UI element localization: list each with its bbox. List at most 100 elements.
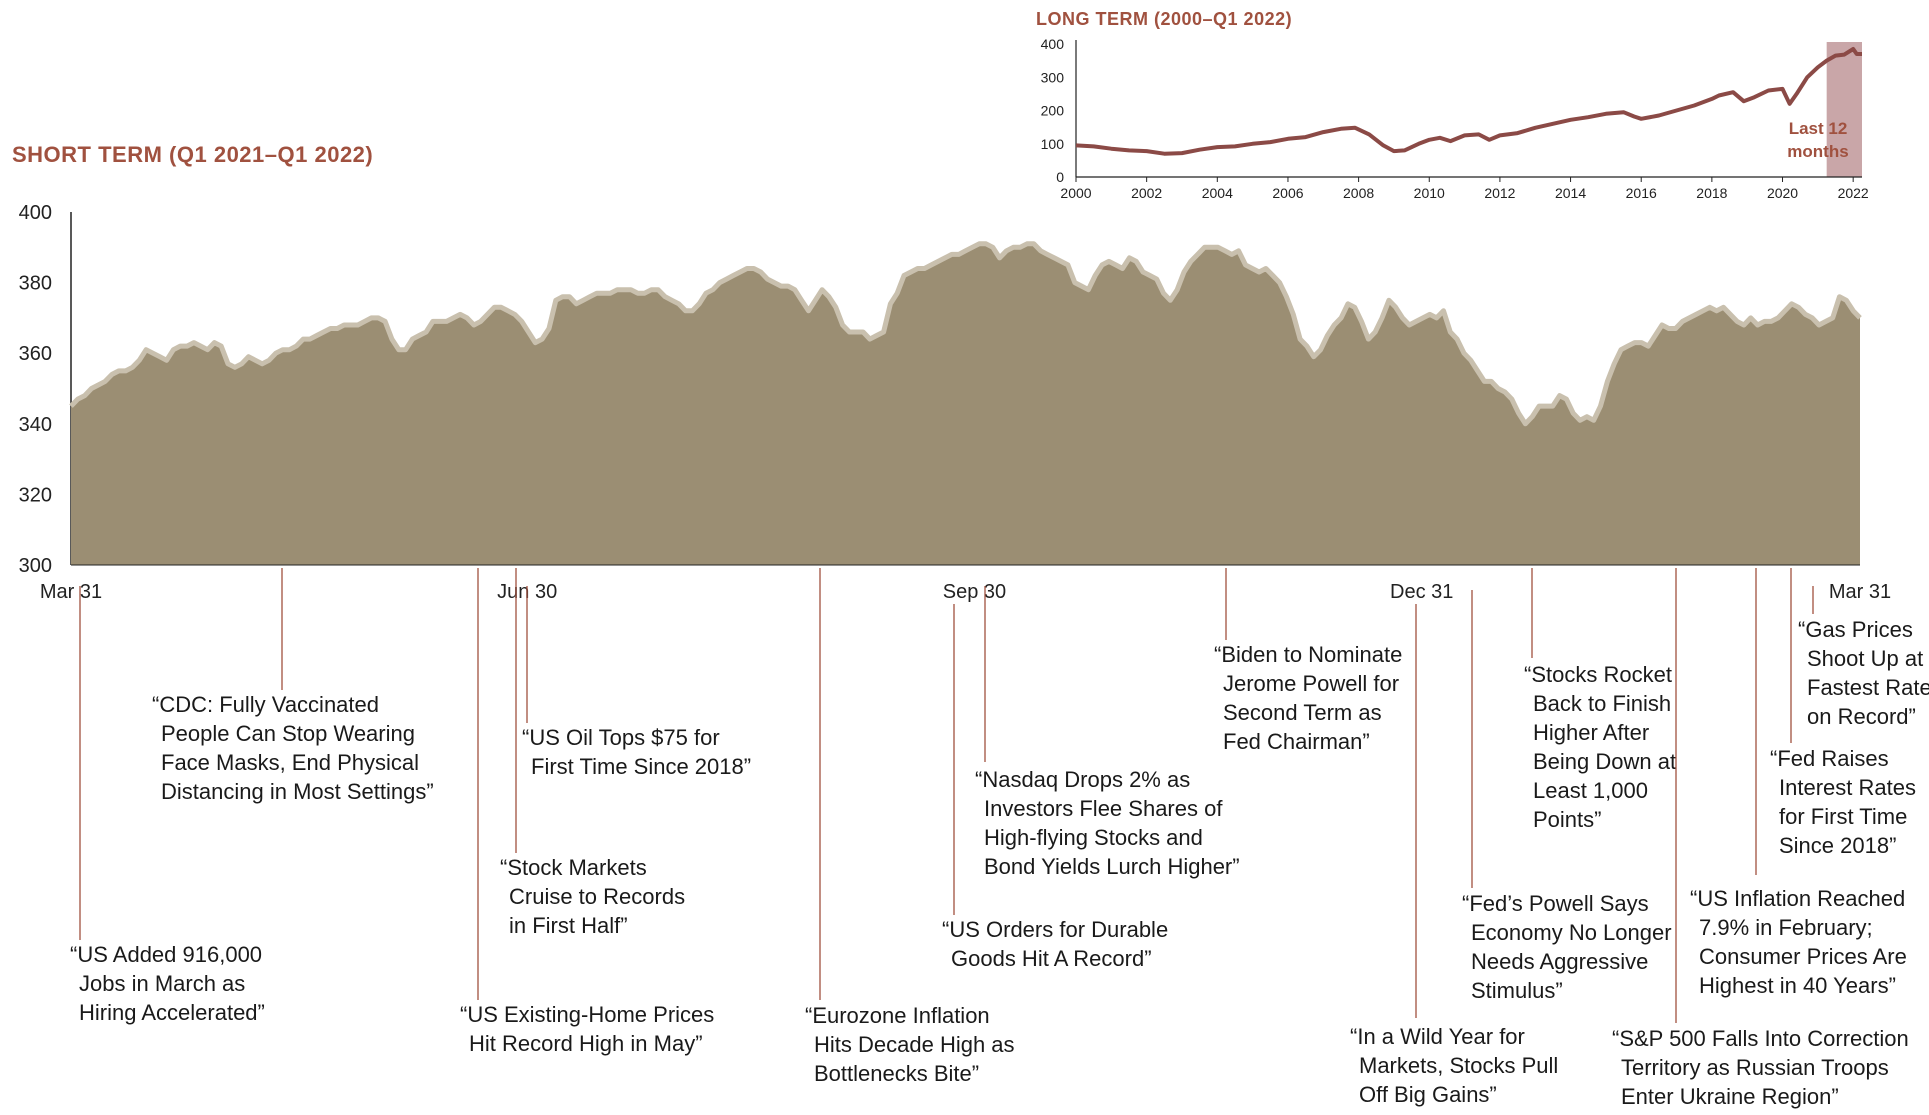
annotation-line: Bond Yields Lurch Higher”: [984, 854, 1240, 879]
annotation-line: “US Added 916,000: [70, 942, 262, 967]
annotation-text: “Stocks Rocket Back to Finish Higher After…: [1524, 662, 1676, 832]
annotation-line: Points”: [1533, 807, 1601, 832]
annotation-text: “Stock Markets Cruise to Records in First …: [500, 855, 685, 938]
annotation-text: “US Existing-Home Prices Hit Record High …: [460, 1002, 714, 1056]
long-term-x-tick: 2010: [1414, 185, 1445, 201]
annotation-line: “US Orders for Durable: [942, 917, 1168, 942]
long-term-y-tick: 300: [1041, 69, 1065, 85]
long-term-line: [1075, 47, 1862, 156]
annotation-line: “Gas Prices: [1798, 617, 1913, 642]
annotation-line: Jobs in March as: [79, 971, 245, 996]
short-term-x-axis: Mar 31 Jun 30 Sep 30 Dec 31 Mar 31: [40, 581, 1891, 603]
annotation-line: Territory as Russian Troops: [1621, 1055, 1889, 1080]
long-term-x-tick: 2002: [1131, 185, 1162, 201]
long-term-x-tick: 2008: [1343, 185, 1374, 201]
annotation-line: Bottlenecks Bite”: [814, 1061, 979, 1086]
annotation-line: High-flying Stocks and: [984, 825, 1203, 850]
annotation-line: Investors Flee Shares of: [984, 796, 1223, 821]
long-term-y-tick: 400: [1041, 36, 1065, 52]
annotation-line: “US Oil Tops $75 for: [522, 725, 720, 750]
short-term-y-tick: 400: [19, 202, 52, 224]
long-term-x-tick: 2014: [1555, 185, 1586, 201]
short-term-area: [71, 243, 1860, 566]
annotation-line: “Biden to Nominate: [1214, 642, 1402, 667]
annotation-text: “S&P 500 Falls Into Correction Territory …: [1612, 1026, 1909, 1109]
annotation-line: in First Half”: [509, 913, 628, 938]
short-term-title: SHORT TERM (Q1 2021–Q1 2022): [12, 142, 373, 167]
short-term-y-tick: 300: [19, 555, 52, 577]
annotation-text: “Eurozone Inflation Hits Decade High as Bo…: [805, 1003, 1015, 1086]
annotation-line: Enter Ukraine Region”: [1621, 1084, 1839, 1109]
annotation-line: Second Term as: [1223, 700, 1382, 725]
annotation-line: 7.9% in February;: [1699, 915, 1873, 940]
annotation-line: Jerome Powell for: [1223, 671, 1399, 696]
annotation-text: “CDC: Fully Vaccinated People Can Stop We…: [152, 692, 434, 804]
annotation-line: “Fed Raises: [1770, 746, 1889, 771]
short-term-x-tick: Mar 31: [1829, 581, 1891, 603]
short-term-y-tick: 320: [19, 484, 52, 506]
long-term-x-tick: 2022: [1838, 185, 1869, 201]
long-term-axes: 0 100 200 300 400 2000 2002 2004 2006 2008 2010 201…: [1041, 36, 1869, 201]
annotations: “US Added 916,000 Jobs in March as Hiring …: [70, 568, 1929, 1109]
short-term-x-tick: Mar 31: [40, 581, 102, 603]
annotation-text: “Nasdaq Drops 2% as Investors Flee Shares…: [975, 767, 1240, 879]
annotation-line: Goods Hit A Record”: [951, 946, 1152, 971]
annotation-line: Face Masks, End Physical: [161, 750, 419, 775]
annotation-line: Fed Chairman”: [1223, 729, 1370, 754]
annotation-line: Markets, Stocks Pull: [1359, 1053, 1558, 1078]
annotation-line: Back to Finish: [1533, 691, 1671, 716]
annotation-line: Least 1,000: [1533, 778, 1648, 803]
annotation-line: “Eurozone Inflation: [805, 1003, 990, 1028]
annotation-line: Needs Aggressive: [1471, 949, 1648, 974]
annotation-line: Being Down at: [1533, 749, 1676, 774]
short-term-y-tick: 380: [19, 273, 52, 295]
annotation-line: Fastest Rate: [1807, 675, 1929, 700]
long-term-x-tick: 2020: [1767, 185, 1798, 201]
long-term-y-tick: 100: [1041, 136, 1065, 152]
annotation-text: “US Oil Tops $75 for First Time Since 201…: [522, 725, 751, 779]
short-term-y-tick: 340: [19, 414, 52, 436]
annotation-line: Consumer Prices Are: [1699, 944, 1907, 969]
annotation-line: Off Big Gains”: [1359, 1082, 1497, 1107]
annotation-line: “Stocks Rocket: [1524, 662, 1672, 687]
annotation-line: Cruise to Records: [509, 884, 685, 909]
annotation-line: Higher After: [1533, 720, 1649, 745]
annotation-line: “US Inflation Reached: [1690, 886, 1905, 911]
annotation-line: “S&P 500 Falls Into Correction: [1612, 1026, 1909, 1051]
annotation-text: “US Orders for Durable Goods Hit A Record…: [942, 917, 1168, 971]
annotation-line: People Can Stop Wearing: [161, 721, 415, 746]
long-term-x-tick: 2012: [1484, 185, 1515, 201]
annotation-text: “Fed Raises Interest Rates for First Time S…: [1770, 746, 1916, 858]
long-term-x-tick: 2004: [1202, 185, 1233, 201]
annotation-line: Since 2018”: [1779, 833, 1896, 858]
annotation-line: Highest in 40 Years”: [1699, 973, 1896, 998]
annotation-line: Shoot Up at: [1807, 646, 1923, 671]
annotation-text: “US Added 916,000 Jobs in March as Hiring …: [70, 942, 265, 1025]
annotation-text: “Gas Prices Shoot Up at Fastest Rate on Rec…: [1798, 617, 1929, 729]
annotation-line: “US Existing-Home Prices: [460, 1002, 714, 1027]
annotation-line: First Time Since 2018”: [531, 754, 751, 779]
annotation-line: Hits Decade High as: [814, 1032, 1015, 1057]
annotation-line: Hiring Accelerated”: [79, 1000, 265, 1025]
annotation-line: Stimulus”: [1471, 978, 1563, 1003]
short-term-x-tick: Dec 31: [1390, 581, 1453, 603]
annotation-text: “Biden to Nominate Jerome Powell for Secon…: [1214, 642, 1402, 754]
annotation-line: “Nasdaq Drops 2% as: [975, 767, 1190, 792]
long-term-x-tick: 2018: [1696, 185, 1727, 201]
long-term-x-tick: 2006: [1272, 185, 1303, 201]
annotation-line: Distancing in Most Settings”: [161, 779, 434, 804]
annotation-text: “In a Wild Year for Markets, Stocks Pull O…: [1350, 1024, 1558, 1107]
long-term-title: LONG TERM (2000–Q1 2022): [1036, 9, 1292, 29]
short-term-y-axis: 300 320 340 360 380 400: [19, 202, 52, 577]
long-term-x-tick: 2000: [1060, 185, 1091, 201]
annotation-line: Hit Record High in May”: [469, 1031, 703, 1056]
short-term-y-tick: 360: [19, 343, 52, 365]
annotation-text: “US Inflation Reached 7.9% in February; Co…: [1690, 886, 1907, 998]
long-term-y-tick: 200: [1041, 103, 1065, 119]
long-term-x-tick: 2016: [1626, 185, 1657, 201]
annotation-line: “CDC: Fully Vaccinated: [152, 692, 379, 717]
annotation-line: for First Time: [1779, 804, 1907, 829]
highlight-label-line2: months: [1787, 142, 1848, 161]
annotation-line: on Record”: [1807, 704, 1916, 729]
